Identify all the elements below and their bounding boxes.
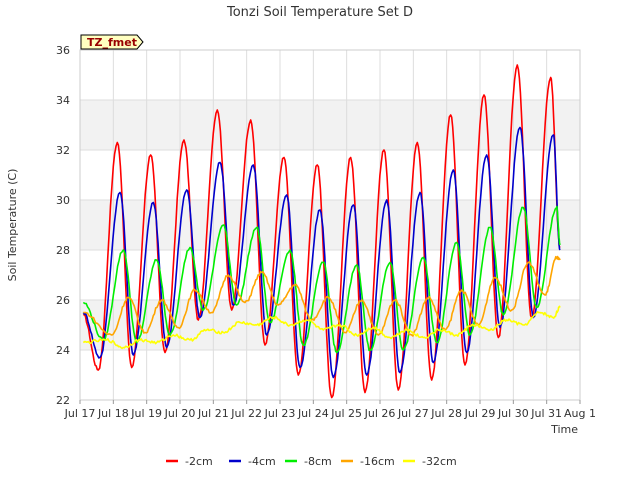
y-tick-labels: 22 24 26 28 30 32 34 36 (56, 44, 70, 407)
series-line--8cm (82, 205, 561, 354)
x-tick-label: Jul 22 (230, 407, 262, 420)
x-tick-label: Jul 24 (297, 407, 329, 420)
y-tick-label: 28 (56, 244, 70, 257)
x-tick-label: Jul 27 (397, 407, 429, 420)
series-line--16cm (83, 255, 561, 337)
x-tick-label: Jul 18 (97, 407, 129, 420)
x-tick-label: Jul 28 (430, 407, 462, 420)
x-tick-label: Jul 23 (264, 407, 296, 420)
series-line--32cm (82, 305, 561, 350)
y-tick-label: 24 (56, 344, 70, 357)
band (80, 200, 580, 250)
series-lines (82, 64, 561, 399)
x-tick-label: Jul 21 (197, 407, 229, 420)
y-tick-label: 30 (56, 194, 70, 207)
band (80, 150, 580, 200)
x-tick-label: Jul 20 (164, 407, 196, 420)
y-tick-label: 32 (56, 144, 70, 157)
x-tick-label: Jul 25 (330, 407, 362, 420)
badge-label: TZ_fmet (87, 36, 137, 49)
y-tick-label: 22 (56, 394, 70, 407)
chart-title: Tonzi Soil Temperature Set D (226, 5, 413, 20)
legend-label: -4cm (248, 455, 276, 468)
band (80, 50, 580, 100)
series-line--4cm (82, 126, 561, 379)
band (80, 100, 580, 150)
legend: -2cm -4cm -8cm -16cm -32cm (166, 455, 457, 468)
y-tick-label: 26 (56, 294, 70, 307)
x-tick-label: Jul 31 (530, 407, 562, 420)
x-tick-label: Aug 1 (564, 407, 596, 420)
badge-box (80, 34, 144, 50)
x-axis-label: Time (550, 423, 578, 436)
site-badge: TZ_fmet (80, 34, 144, 50)
x-tick-label: Jul 19 (130, 407, 162, 420)
legend-label: -32cm (422, 455, 457, 468)
x-tick-label: Jul 17 (64, 407, 96, 420)
legend-label: -2cm (185, 455, 213, 468)
x-tick-label: Jul 26 (364, 407, 396, 420)
plot-frame (79, 49, 581, 401)
y-tick-label: 36 (56, 44, 70, 57)
legend-label: -16cm (360, 455, 395, 468)
legend-label: -8cm (304, 455, 332, 468)
x-tick-labels: Jul 17 Jul 18 Jul 19 Jul 20 Jul 21 Jul 22 Jul … (64, 400, 596, 420)
x-tick-label: Jul 30 (497, 407, 529, 420)
y-tick-label: 34 (56, 94, 70, 107)
y-axis-label: Soil Temperature (C) (6, 169, 19, 282)
x-tick-label: Jul 29 (464, 407, 496, 420)
